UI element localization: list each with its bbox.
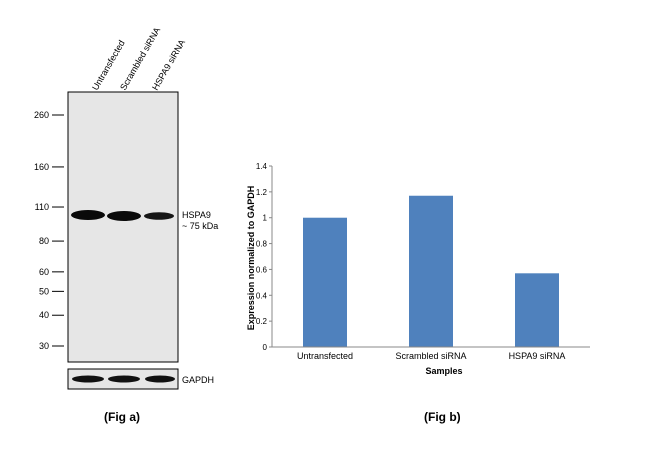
fig-a-caption: (Fig a) — [104, 410, 140, 424]
blot-membrane — [67, 91, 179, 363]
band-untransfected — [71, 210, 105, 220]
x-tick-label: Scrambled siRNA — [395, 351, 466, 361]
y-tick-label: 0.8 — [256, 240, 268, 249]
y-tick-label: 0 — [263, 343, 268, 352]
y-tick-label: 0.2 — [256, 317, 268, 326]
fig-b-caption: (Fig b) — [424, 410, 461, 424]
marker-label: 30 — [39, 341, 49, 351]
y-tick-label: 1.2 — [256, 188, 268, 197]
marker-label: 260 — [34, 110, 49, 120]
band-label-size: ~ 75 kDa — [182, 221, 218, 231]
y-tick-label: 0.4 — [256, 291, 268, 300]
marker-label: 160 — [34, 162, 49, 172]
lane-labels: Untransfected Scrambled siRNA HSPA9 siRN… — [90, 25, 187, 92]
bar — [303, 217, 347, 347]
gapdh-band-hspa9 — [145, 375, 175, 383]
marker-label: 110 — [35, 202, 49, 212]
lane-label-hspa9: HSPA9 siRNA — [150, 38, 187, 92]
x-axis-title: Samples — [425, 366, 462, 376]
band-label-hspa9: HSPA9 — [182, 210, 211, 220]
bar — [409, 195, 453, 347]
gapdh-band-untransfected — [72, 375, 104, 383]
western-blot-figure: Untransfected Scrambled siRNA HSPA9 siRN… — [34, 25, 218, 390]
y-tick-label: 1.4 — [256, 162, 268, 171]
bars — [303, 195, 559, 347]
gapdh-label: GAPDH — [182, 375, 214, 385]
marker-label: 40 — [39, 310, 49, 320]
marker-label: 80 — [39, 236, 49, 246]
bar — [515, 273, 559, 347]
hspa9-bands — [71, 210, 174, 221]
y-tick-label: 1 — [263, 214, 268, 223]
y-axis-title: Expression normalized to GAPDH — [246, 186, 256, 331]
bar-chart: 0 0.2 0.4 0.6 0.8 1 1.2 1.4 Untransfected Scramb… — [246, 162, 590, 376]
marker-ladder: 260 160 110 80 60 50 40 30 — [34, 110, 64, 351]
marker-label: 50 — [39, 286, 49, 296]
marker-label: 60 — [39, 267, 49, 277]
y-axis: 0 0.2 0.4 0.6 0.8 1 1.2 1.4 — [256, 162, 273, 352]
y-tick-label: 0.6 — [256, 265, 268, 274]
band-scrambled — [107, 211, 141, 221]
band-hspa9 — [144, 212, 174, 220]
gapdh-band-scrambled — [108, 375, 140, 383]
x-tick-label: Untransfected — [297, 351, 353, 361]
x-axis: Untransfected Scrambled siRNA HSPA9 siRNA — [272, 346, 590, 361]
x-tick-label: HSPA9 siRNA — [509, 351, 566, 361]
